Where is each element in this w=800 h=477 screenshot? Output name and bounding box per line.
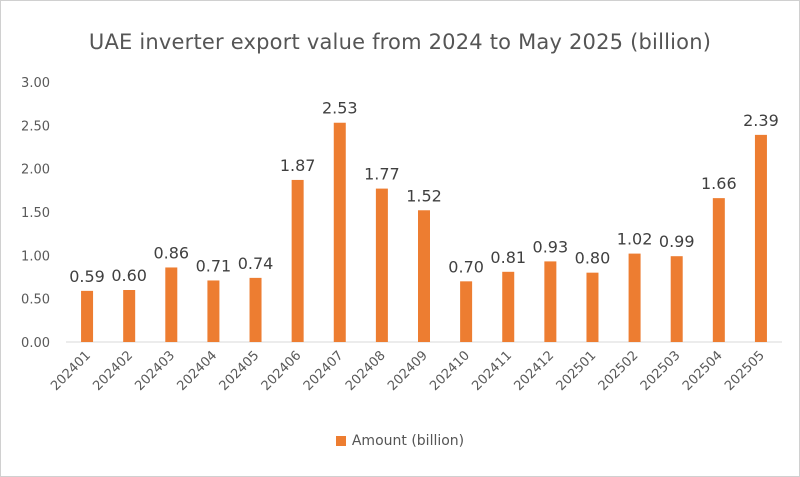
data-label-202412: 0.93 — [533, 237, 569, 256]
data-label-202505: 2.39 — [743, 111, 779, 130]
x-axis-ticks: 2024012024022024032024042024052024062024… — [48, 348, 768, 394]
data-label-202503: 0.99 — [659, 232, 695, 251]
bar-202408 — [375, 188, 388, 342]
x-tick-label-202405: 202405 — [217, 348, 263, 394]
bar-202405 — [249, 277, 262, 342]
bars-group — [81, 122, 767, 342]
bar-202409 — [418, 210, 430, 342]
x-tick-label-202503: 202503 — [638, 348, 684, 394]
x-tick-label-202402: 202402 — [90, 348, 136, 394]
x-tick-label-202412: 202412 — [511, 348, 557, 394]
data-label-202409: 1.52 — [406, 186, 442, 205]
bar-202402 — [123, 290, 136, 342]
y-tick-label: 0.00 — [21, 336, 50, 351]
chart-title: UAE inverter export value from 2024 to M… — [88, 30, 712, 54]
legend-label: Amount (billion) — [351, 433, 465, 449]
data-label-202504: 1.66 — [701, 174, 737, 193]
x-tick-label-202401: 202401 — [48, 348, 94, 394]
bar-202406 — [291, 179, 304, 342]
y-tick-label: 1.00 — [21, 249, 50, 264]
data-label-202407: 2.53 — [322, 99, 358, 118]
data-label-202402: 0.60 — [111, 266, 147, 285]
data-label-202410: 0.70 — [448, 257, 484, 276]
data-label-202404: 0.71 — [196, 256, 232, 275]
data-label-202403: 0.86 — [153, 243, 189, 262]
x-tick-label-202404: 202404 — [175, 348, 221, 394]
bar-202504 — [712, 198, 725, 342]
bar-202403 — [165, 267, 178, 342]
y-tick-label: 2.00 — [21, 163, 50, 178]
bar-202501 — [586, 272, 599, 342]
y-tick-label: 0.50 — [21, 293, 50, 308]
y-tick-label: 1.50 — [21, 206, 50, 221]
legend: Amount (billion) — [0, 433, 800, 449]
bar-202404 — [207, 280, 220, 342]
data-label-202501: 0.80 — [575, 249, 611, 268]
bar-202502 — [628, 253, 641, 342]
y-axis-ticks: 0.00 0.50 1.00 1.50 2.00 2.50 3.00 — [21, 76, 50, 351]
bar-202503 — [670, 256, 683, 342]
x-tick-label-202501: 202501 — [554, 348, 600, 394]
bar-202407 — [333, 122, 346, 342]
x-tick-label-202406: 202406 — [259, 348, 305, 394]
data-label-202502: 1.02 — [617, 230, 653, 249]
data-label-202411: 0.81 — [490, 248, 526, 267]
bar-202411 — [502, 271, 515, 342]
data-label-202408: 1.77 — [364, 165, 400, 184]
x-tick-label-202403: 202403 — [132, 348, 178, 394]
x-tick-label-202408: 202408 — [343, 348, 389, 394]
y-tick-label: 2.50 — [21, 119, 50, 134]
x-tick-label-202409: 202409 — [385, 348, 431, 394]
data-label-202406: 1.87 — [280, 156, 316, 175]
bar-202401 — [81, 290, 94, 342]
bar-202412 — [544, 261, 557, 342]
x-tick-label-202407: 202407 — [301, 348, 347, 394]
x-tick-label-202411: 202411 — [469, 348, 515, 394]
bar-202505 — [754, 134, 767, 342]
data-label-202401: 0.59 — [69, 267, 105, 286]
x-tick-label-202410: 202410 — [427, 348, 473, 394]
y-tick-label: 3.00 — [21, 76, 50, 91]
data-label-202405: 0.74 — [238, 254, 274, 273]
x-tick-label-202505: 202505 — [722, 348, 768, 394]
bar-202410 — [460, 281, 473, 342]
x-tick-label-202504: 202504 — [680, 348, 726, 394]
legend-swatch — [335, 436, 346, 446]
data-labels-group: 0.59 0.60 0.86 0.71 0.74 1.87 2.53 1.77 1.52 0.70… — [69, 99, 779, 286]
x-tick-label-202502: 202502 — [596, 348, 642, 394]
